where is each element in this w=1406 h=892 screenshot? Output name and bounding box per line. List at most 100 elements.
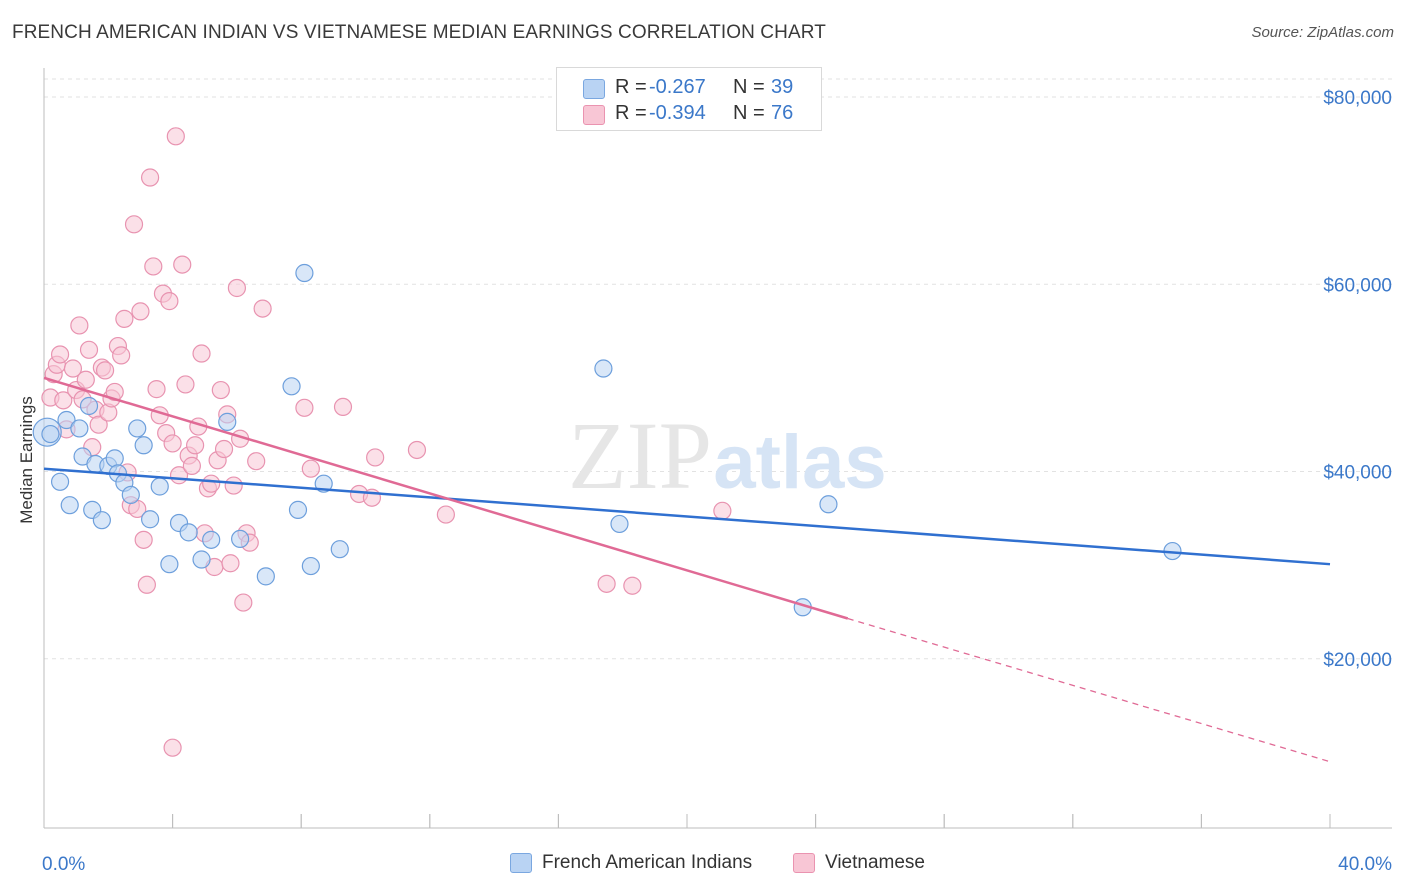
- vietnamese-point: [147, 380, 166, 399]
- vietnamese-point: [173, 255, 192, 274]
- correlation-legend: R = -0.267 N = 39 R = -0.394 N = 76: [556, 67, 822, 131]
- bottom-legend-swatch-blue: [510, 853, 532, 873]
- trend-lines: [43, 376, 1331, 763]
- vietnamese-point: [407, 440, 427, 460]
- trend-line-vietnamese-extrapolated: [847, 617, 1331, 763]
- vietnamese-point: [163, 738, 182, 757]
- bottom-legend-swatch-pink: [793, 853, 815, 873]
- vietnamese-point: [366, 448, 385, 467]
- legend-swatch-pink: [583, 105, 605, 125]
- bottom-legend-label: Vietnamese: [825, 852, 925, 873]
- french-american-indian-point: [79, 396, 99, 416]
- french-american-indian-point: [150, 477, 169, 496]
- vietnamese-point: [63, 359, 83, 378]
- french-american-indian-point: [57, 410, 76, 430]
- vietnamese-point: [224, 476, 243, 495]
- french-american-indian-point: [70, 419, 89, 438]
- watermark: ZIP atlas: [568, 402, 887, 509]
- vietnamese-point: [105, 382, 124, 402]
- trend-line-vietnamese: [43, 376, 849, 620]
- vietnamese-point: [131, 302, 150, 321]
- french-american-indian-point: [121, 485, 140, 505]
- bottom-legend-label: French American Indians: [542, 852, 753, 873]
- y-tick-label: $60,000: [1323, 275, 1392, 296]
- legend-r-value: -0.394: [649, 102, 706, 124]
- french-american-indian-point: [105, 449, 124, 468]
- french-american-indian-point: [202, 530, 221, 549]
- legend-swatch-blue: [583, 79, 605, 99]
- vietnamese-point: [70, 316, 89, 335]
- french-american-indian-point: [288, 500, 308, 519]
- legend-n-value: 39: [771, 76, 794, 98]
- legend-r-label: R =: [615, 102, 647, 124]
- french-american-indian-point: [92, 511, 111, 530]
- vietnamese-point: [140, 168, 160, 187]
- vietnamese-point: [50, 345, 70, 364]
- watermark-atlas: atlas: [713, 420, 886, 505]
- french-american-indian-point: [41, 424, 60, 444]
- french-american-indian-point: [594, 359, 613, 378]
- vietnamese-point: [54, 391, 73, 410]
- vietnamese-point: [436, 505, 455, 524]
- vietnamese-point: [295, 398, 314, 417]
- tick-labels: $20,000 $40,000 $60,000 $80,000 0.0% 40.0%: [42, 88, 1392, 875]
- x-tick-label: 0.0%: [42, 854, 85, 875]
- french-american-indian-point: [295, 263, 314, 283]
- source-label: Source: ZipAtlas.com: [1251, 24, 1394, 41]
- vietnamese-point: [333, 397, 353, 416]
- french-american-indian-point: [231, 529, 250, 549]
- vietnamese-point: [182, 456, 201, 475]
- chart-title: FRENCH AMERICAN INDIAN VS VIETNAMESE MED…: [12, 22, 826, 43]
- french-american-indian-point: [256, 567, 275, 586]
- vietnamese-point: [202, 474, 221, 493]
- vietnamese-point: [163, 434, 182, 453]
- french-american-indian-point: [60, 496, 79, 515]
- vietnamese-point: [192, 344, 211, 363]
- french-american-indian-point: [50, 472, 70, 491]
- vietnamese-point: [166, 127, 185, 146]
- legend-r-label: R =: [615, 76, 647, 98]
- vietnamese-point: [134, 530, 153, 549]
- vietnamese-point: [115, 309, 134, 328]
- vietnamese-point: [247, 452, 266, 471]
- vietnamese-point: [76, 370, 95, 389]
- french-american-indian-point: [128, 419, 147, 438]
- series-french-american-indians-points: [32, 263, 1182, 617]
- vietnamese-point: [597, 574, 616, 593]
- vietnamese-point: [234, 593, 253, 612]
- french-american-indian-point: [192, 550, 211, 569]
- vietnamese-point: [214, 439, 234, 459]
- y-tick-label: $80,000: [1323, 88, 1392, 109]
- vietnamese-point: [160, 292, 179, 311]
- french-american-indian-point: [301, 556, 320, 576]
- french-american-indian-point: [330, 540, 349, 559]
- legend-n-value: 76: [771, 102, 794, 124]
- vietnamese-point: [137, 575, 156, 594]
- watermark-zip: ZIP: [568, 402, 712, 509]
- french-american-indian-point: [179, 523, 198, 542]
- vietnamese-point: [144, 257, 163, 276]
- y-tick-label: $20,000: [1323, 650, 1392, 671]
- legend-r-value: -0.267: [649, 76, 706, 98]
- trend-line-french-american-indians: [43, 467, 1331, 566]
- french-american-indian-point: [819, 495, 838, 514]
- vietnamese-point: [112, 346, 131, 365]
- french-american-indian-point: [134, 436, 153, 455]
- vietnamese-point: [79, 340, 99, 359]
- legend-row-vietnamese: R = -0.394 N = 76: [557, 101, 821, 127]
- x-tick-label: 40.0%: [1338, 854, 1392, 875]
- vietnamese-point: [227, 278, 246, 298]
- y-tick-label: $40,000: [1323, 463, 1392, 484]
- french-american-indian-point: [282, 377, 301, 396]
- french-american-indian-point: [610, 514, 629, 534]
- vietnamese-point: [211, 380, 230, 400]
- vietnamese-point: [95, 361, 115, 380]
- vietnamese-point: [186, 436, 205, 455]
- legend-n-label: N =: [733, 102, 765, 124]
- grid-lines: [44, 78, 1392, 660]
- vietnamese-point: [124, 215, 144, 234]
- vietnamese-point: [713, 501, 732, 520]
- legend-n-label: N =: [733, 76, 765, 98]
- vietnamese-point: [221, 554, 240, 573]
